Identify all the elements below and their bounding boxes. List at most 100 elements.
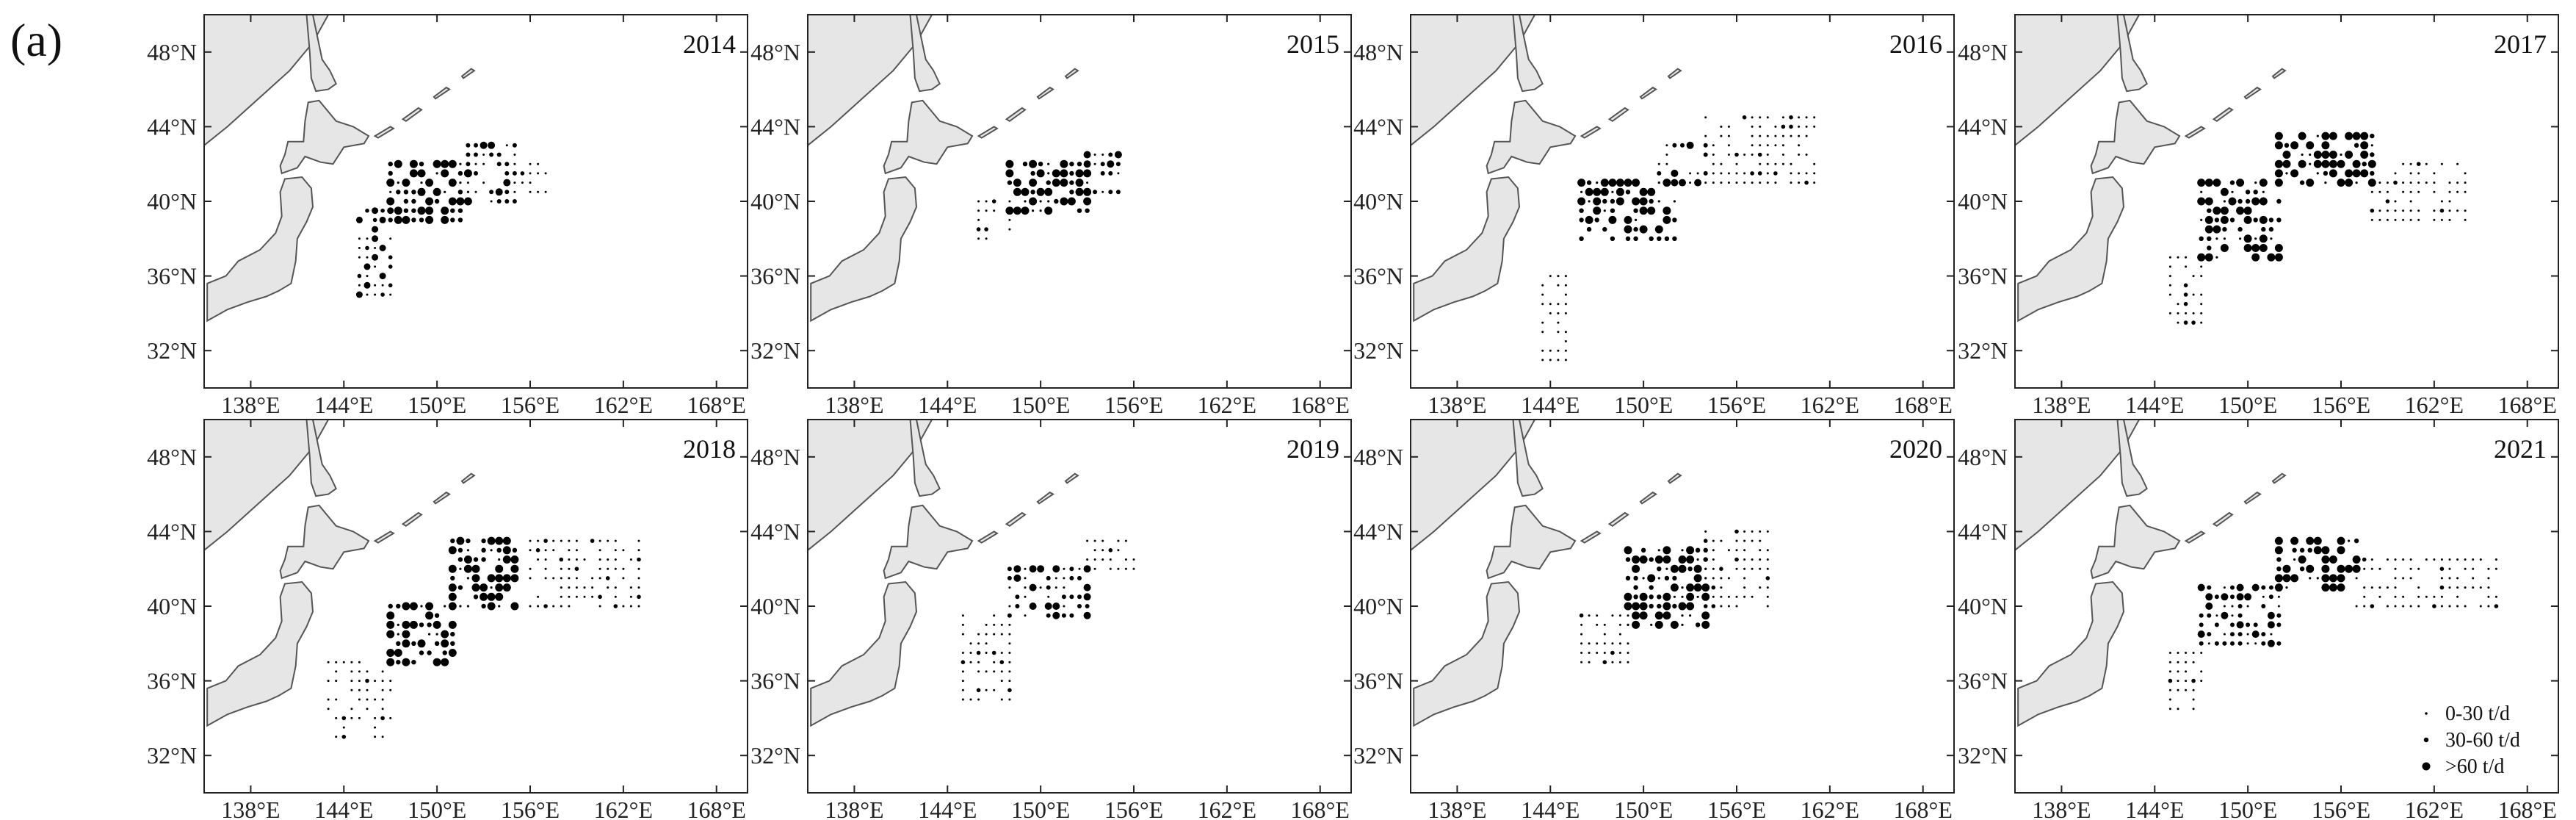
catch-point bbox=[456, 536, 465, 545]
lon-tick-label: 150°E bbox=[408, 392, 466, 418]
lon-tick-label: 168°E bbox=[1894, 392, 1953, 418]
catch-point bbox=[1069, 594, 1074, 600]
catch-point bbox=[358, 688, 361, 691]
catch-point bbox=[2362, 162, 2367, 167]
catch-point bbox=[969, 661, 972, 663]
catch-point bbox=[1083, 611, 1091, 619]
catch-point bbox=[2207, 208, 2212, 213]
lat-tick-label: 44°N bbox=[147, 113, 197, 140]
catch-point bbox=[417, 639, 426, 648]
honshu-island bbox=[2017, 580, 2125, 727]
catch-point bbox=[1029, 197, 1038, 206]
catch-point bbox=[2223, 200, 2226, 203]
catch-point bbox=[448, 592, 457, 601]
catch-point bbox=[488, 141, 496, 149]
catch-point bbox=[2290, 141, 2299, 150]
catch-point bbox=[2204, 215, 2213, 224]
catch-point bbox=[1678, 555, 1687, 564]
catch-point bbox=[1759, 539, 1762, 542]
catch-point bbox=[450, 641, 455, 646]
catch-point bbox=[537, 595, 540, 598]
catch-point bbox=[2251, 630, 2260, 639]
lon-tick-label: 162°E bbox=[1801, 796, 1859, 820]
catch-point bbox=[2168, 652, 2171, 654]
catch-point bbox=[1063, 605, 1066, 608]
catch-point bbox=[552, 539, 555, 542]
catch-point bbox=[1013, 565, 1021, 573]
catch-point bbox=[2253, 622, 2258, 627]
catch-point bbox=[386, 658, 395, 666]
catch-point bbox=[496, 547, 502, 553]
catch-point bbox=[2185, 256, 2188, 259]
catch-point bbox=[1647, 187, 1656, 196]
catch-point bbox=[1759, 134, 1762, 137]
catch-point bbox=[961, 623, 964, 626]
catch-point bbox=[591, 595, 594, 598]
catch-point bbox=[1579, 208, 1584, 213]
lat-tick-label: 40°N bbox=[1958, 593, 2008, 619]
catch-point bbox=[2370, 144, 2373, 147]
catch-point bbox=[1588, 200, 1591, 203]
catch-point bbox=[374, 284, 377, 287]
lat-tick-label: 36°N bbox=[1958, 668, 2008, 694]
catch-point bbox=[1101, 154, 1104, 156]
catch-point bbox=[2237, 198, 2243, 204]
catch-point bbox=[1766, 134, 1769, 137]
catch-point bbox=[481, 557, 486, 562]
catch-point bbox=[341, 716, 347, 721]
catch-point bbox=[961, 698, 964, 701]
catch-point bbox=[552, 605, 555, 608]
catch-point bbox=[2254, 642, 2257, 645]
lat-tick-label: 48°N bbox=[750, 39, 800, 65]
catch-point bbox=[1701, 583, 1710, 592]
catch-point bbox=[1624, 179, 1632, 187]
lon-tick-label: 168°E bbox=[2498, 796, 2557, 820]
catch-point bbox=[1720, 125, 1723, 128]
kuril-island-1 bbox=[2184, 126, 2206, 139]
catch-point bbox=[2262, 595, 2265, 598]
lon-tick-label: 144°E bbox=[918, 796, 977, 820]
catch-point bbox=[1727, 125, 1730, 128]
catch-point bbox=[1000, 623, 1003, 626]
catch-point bbox=[2243, 244, 2252, 252]
catch-point bbox=[2316, 577, 2319, 580]
catch-point bbox=[2417, 218, 2420, 221]
catch-point bbox=[2213, 179, 2221, 187]
catch-point bbox=[2276, 641, 2282, 646]
catch-point bbox=[450, 575, 455, 581]
catch-point bbox=[1541, 293, 1544, 296]
catch-point bbox=[448, 546, 457, 555]
catch-point bbox=[2417, 595, 2420, 598]
lat-tick-label: 32°N bbox=[750, 742, 800, 769]
catch-point bbox=[2440, 218, 2443, 221]
catch-point bbox=[459, 605, 462, 608]
catch-point bbox=[1015, 594, 1020, 600]
lat-tick-label: 36°N bbox=[147, 263, 197, 289]
catch-point bbox=[2268, 226, 2274, 232]
catch-point bbox=[1580, 661, 1583, 663]
kuril-island-1 bbox=[373, 126, 395, 139]
catch-point bbox=[366, 275, 369, 278]
catch-point bbox=[2425, 558, 2428, 561]
catch-point bbox=[1743, 530, 1746, 533]
catch-point bbox=[1579, 613, 1584, 618]
catch-point bbox=[2313, 151, 2322, 159]
kuril-island-3 bbox=[1639, 86, 1657, 100]
catch-point bbox=[2337, 159, 2345, 168]
catch-point bbox=[513, 181, 516, 184]
catch-point bbox=[2409, 605, 2412, 608]
catch-point bbox=[2220, 244, 2229, 252]
catch-point bbox=[457, 547, 463, 553]
catch-point bbox=[1774, 162, 1777, 165]
lon-tick-label: 168°E bbox=[1291, 796, 1350, 820]
catch-point bbox=[568, 605, 571, 608]
catch-point bbox=[1696, 172, 1699, 175]
catch-point bbox=[2487, 586, 2490, 589]
catch-point bbox=[434, 641, 440, 646]
year-label: 2014 bbox=[683, 29, 736, 59]
catch-point bbox=[2378, 595, 2381, 598]
lon-tick-label: 144°E bbox=[918, 392, 977, 418]
catch-point bbox=[1541, 284, 1544, 287]
catch-point bbox=[1557, 331, 1560, 334]
land-layer bbox=[1411, 420, 1682, 727]
